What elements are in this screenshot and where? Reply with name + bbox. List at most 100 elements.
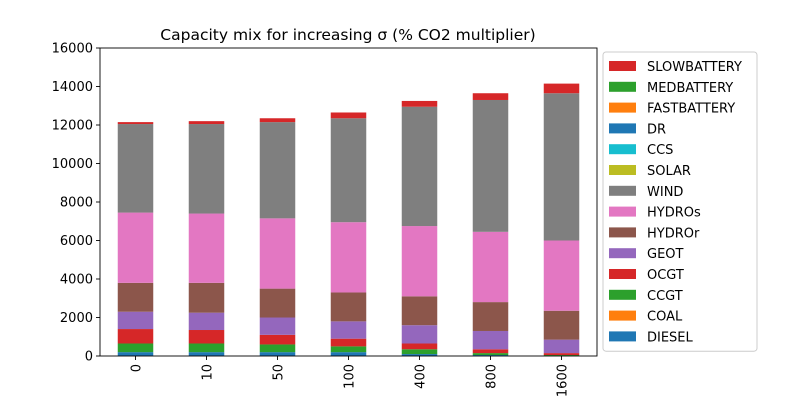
bar-segment-diesel bbox=[188, 352, 225, 356]
bar-segment-slowbattery bbox=[259, 118, 296, 123]
axes-layer: 0 2000 4000 6000 8000 10000 12000 14000 16000 0 10… bbox=[52, 42, 598, 397]
legend-label-slowbattery: SLOWBATTERY bbox=[647, 60, 742, 75]
legend: SLOWBATTERY MEDBATTERY FASTBATTERY DR CCS SOL… bbox=[602, 51, 758, 352]
legend-label-ccs: CCS bbox=[647, 143, 673, 158]
bar-segment-geot bbox=[543, 339, 580, 354]
bar-segment-wind bbox=[543, 93, 580, 241]
bar-segment-diesel bbox=[117, 352, 154, 356]
legend-swatch-coal bbox=[609, 310, 636, 321]
legend-label-ccgt: CCGT bbox=[647, 289, 683, 304]
bar-segment-hydror bbox=[117, 282, 154, 312]
legend-label-hydros: HYDROs bbox=[647, 206, 701, 221]
y-tick-label: 16000 bbox=[52, 42, 93, 57]
bar-segment-wind bbox=[117, 124, 154, 213]
x-tick-label: 400 bbox=[414, 364, 429, 389]
legend-swatch-solar bbox=[609, 165, 636, 175]
bar-segment-hydror bbox=[472, 302, 509, 331]
bar-segment-ocgt bbox=[330, 338, 367, 347]
bar-segment-ocgt bbox=[401, 343, 438, 350]
legend-label-fastbattery: FASTBATTERY bbox=[647, 102, 735, 117]
bar-segment-ccgt bbox=[117, 343, 154, 353]
chart-title: Capacity mix for increasing σ (% CO2 mul… bbox=[160, 26, 535, 44]
x-tick-label: 800 bbox=[485, 364, 500, 389]
bar-segment-diesel bbox=[259, 352, 296, 356]
bar-segment-hydror bbox=[401, 296, 438, 326]
bars-layer bbox=[117, 83, 580, 356]
legend-swatch-medbattery bbox=[609, 81, 636, 92]
bar-segment-hydror bbox=[259, 288, 296, 318]
x-tick-label: 50 bbox=[272, 364, 287, 381]
legend-label-medbattery: MEDBATTERY bbox=[647, 81, 733, 96]
y-tick-label: 2000 bbox=[60, 311, 93, 326]
y-tick-label: 10000 bbox=[52, 157, 93, 172]
bar-segment-hydros bbox=[330, 222, 367, 293]
bar-segment-ocgt bbox=[259, 334, 296, 345]
bar-segment-ccgt bbox=[543, 355, 580, 356]
bar-segment-ccgt bbox=[259, 344, 296, 353]
legend-swatch-ccgt bbox=[609, 289, 636, 300]
bar-segment-ocgt bbox=[472, 349, 509, 354]
legend-label-hydror: HYDROr bbox=[647, 226, 700, 241]
bar-segment-geot bbox=[401, 325, 438, 344]
bar-segment-diesel bbox=[330, 352, 367, 356]
x-tick-label: 10 bbox=[201, 364, 216, 381]
bar-segment-ccgt bbox=[188, 343, 225, 353]
bar-segment-ccgt bbox=[330, 346, 367, 353]
bar-segment-ocgt bbox=[543, 353, 580, 356]
bar-segment-hydros bbox=[259, 218, 296, 289]
bar-segment-ccgt bbox=[401, 349, 438, 355]
bar-segment-wind bbox=[259, 122, 296, 219]
legend-label-coal: COAL bbox=[647, 310, 683, 325]
bar-segment-hydros bbox=[117, 212, 154, 283]
legend-swatch-fastbattery bbox=[609, 102, 636, 113]
bar-segment-wind bbox=[330, 118, 367, 223]
legend-swatch-dr bbox=[609, 123, 636, 134]
legend-swatch-wind bbox=[609, 185, 636, 196]
bar-segment-slowbattery bbox=[117, 122, 154, 125]
bar-segment-diesel bbox=[472, 355, 509, 356]
bar-segment-ocgt bbox=[188, 330, 225, 344]
legend-swatch-ccs bbox=[609, 144, 636, 155]
y-tick-label: 12000 bbox=[52, 119, 93, 134]
bar-segment-hydros bbox=[543, 240, 580, 311]
bar-segment-slowbattery bbox=[543, 83, 580, 94]
bar-segment-hydros bbox=[401, 226, 438, 297]
bar-segment-slowbattery bbox=[330, 112, 367, 119]
legend-swatch-hydror bbox=[609, 227, 636, 238]
bar-segment-geot bbox=[330, 321, 367, 339]
y-tick-label: 4000 bbox=[60, 273, 93, 288]
bar-segment-geot bbox=[117, 311, 154, 330]
legend-label-solar: SOLAR bbox=[647, 164, 691, 179]
legend-swatch-slowbattery bbox=[609, 61, 636, 71]
bar-segment-hydros bbox=[472, 231, 509, 303]
bar-segment-wind bbox=[401, 106, 438, 227]
y-tick-label: 14000 bbox=[52, 80, 93, 95]
y-tick-label: 0 bbox=[85, 350, 93, 365]
bar-segment-slowbattery bbox=[472, 93, 509, 100]
bar-segment-wind bbox=[472, 99, 509, 232]
bar-segment-ocgt bbox=[117, 329, 154, 344]
legend-label-geot: GEOT bbox=[647, 247, 684, 262]
bar-segment-hydror bbox=[543, 310, 580, 340]
bar-segment-geot bbox=[188, 312, 225, 331]
y-tick-label: 6000 bbox=[60, 234, 93, 249]
legend-swatch-diesel bbox=[609, 331, 636, 342]
legend-swatch-geot bbox=[609, 248, 636, 259]
bar-segment-hydror bbox=[188, 282, 225, 313]
y-tick-label: 8000 bbox=[60, 196, 93, 211]
legend-label-wind: WIND bbox=[647, 185, 683, 200]
bar-segment-ccgt bbox=[472, 353, 509, 356]
legend-label-ocgt: OCGT bbox=[647, 268, 684, 283]
bar-segment-wind bbox=[188, 124, 225, 214]
legend-frame bbox=[602, 51, 758, 352]
legend-swatch-hydros bbox=[609, 206, 636, 217]
x-tick-label: 100 bbox=[343, 364, 358, 389]
legend-swatch-ocgt bbox=[609, 269, 636, 279]
legend-label-dr: DR bbox=[647, 122, 666, 137]
bar-segment-geot bbox=[259, 317, 296, 335]
x-tick-label: 1600 bbox=[556, 364, 571, 397]
x-tick-label: 0 bbox=[130, 364, 145, 372]
bar-segment-slowbattery bbox=[401, 100, 438, 107]
